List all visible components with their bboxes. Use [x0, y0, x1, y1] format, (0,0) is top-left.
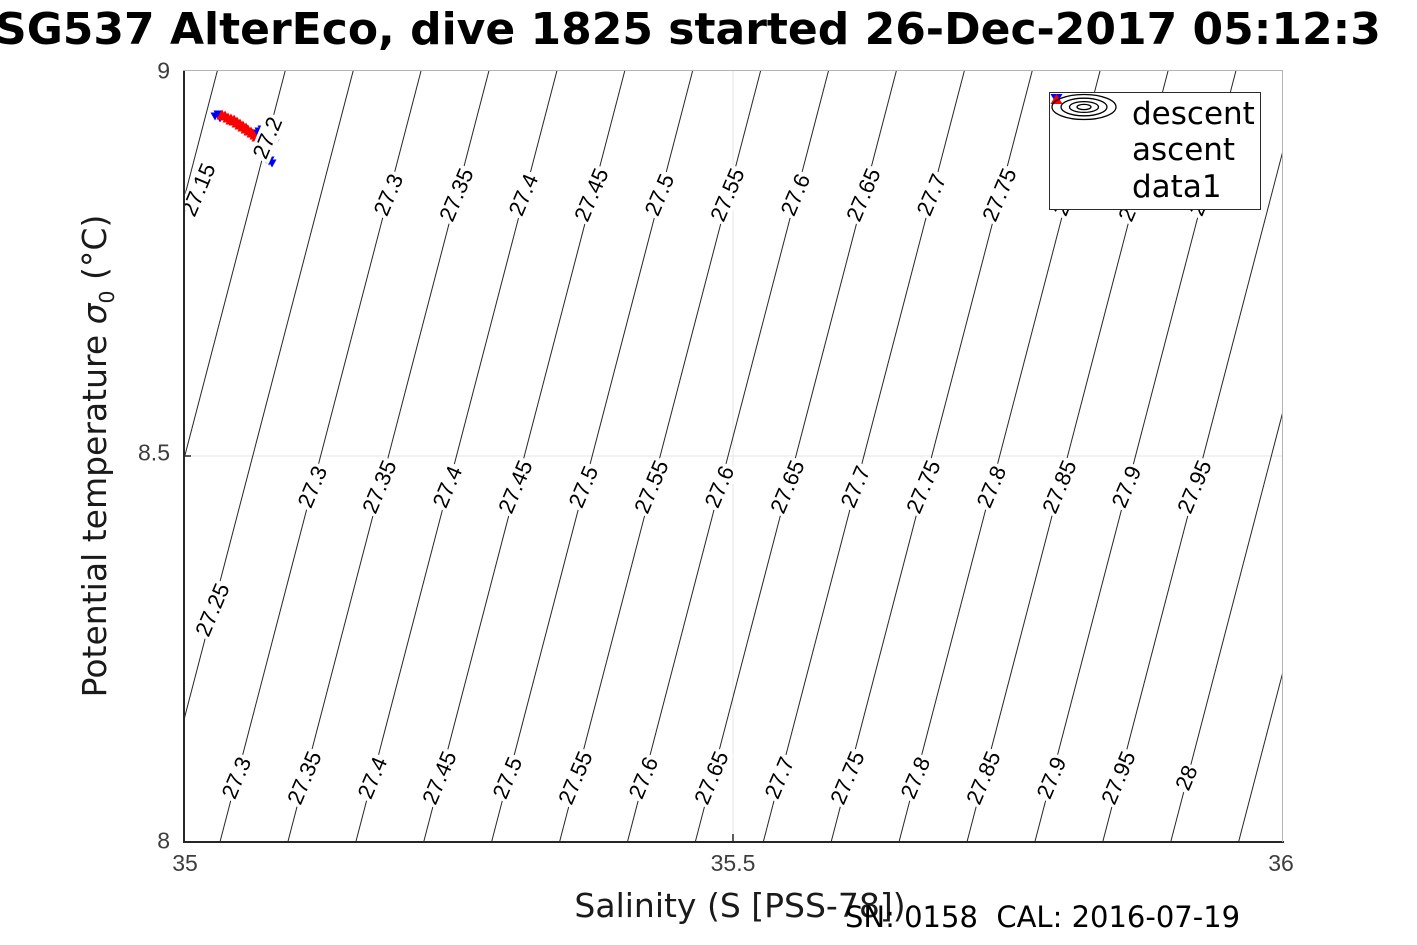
y-axis-line [183, 70, 185, 843]
legend-item-label: descent [1132, 95, 1255, 132]
contour-line [1102, 148, 1283, 842]
contour-line [1170, 409, 1283, 842]
x-tick-35-5: 35.5 [710, 850, 756, 876]
x-tick-35: 35 [172, 850, 198, 876]
axis-border-top [183, 70, 1283, 71]
contour-line [1238, 669, 1283, 842]
x-axis-line [183, 841, 1284, 843]
chart-title: SG537 AlterEco, dive 1825 started 26-Dec… [0, 4, 1381, 55]
ascent-marker [217, 109, 227, 118]
y-axis-label: Potential temperature σ0 (°C) [75, 214, 119, 698]
x-tick-36: 36 [1268, 850, 1294, 876]
legend-item-label: data1 [1132, 169, 1222, 206]
y-tick-9: 9 [157, 57, 170, 84]
plot-area: 27.15 27.2 27.3 27.35 27.4 27.45 27.5 27.55 27.6… [183, 70, 1283, 842]
y-tick-8-5: 8.5 [138, 439, 170, 466]
y-tick-8: 8 [157, 827, 170, 854]
legend-item-label: ascent [1132, 132, 1236, 169]
legend-item-data1: data1 [1050, 93, 1260, 206]
x-axis-label: Salinity (S [PSS-78]) [574, 886, 906, 925]
descent-marker [213, 110, 223, 119]
legend-box: descent ascent data1 [1049, 92, 1261, 210]
legend-item-descent: descent [1050, 94, 1260, 132]
axis-border-right [1282, 70, 1283, 842]
legend-item-ascent: ascent [1050, 94, 1260, 169]
contour-line [183, 70, 354, 726]
footer-annotation: SN: 0158 CAL: 2016-07-19 [845, 900, 1241, 934]
